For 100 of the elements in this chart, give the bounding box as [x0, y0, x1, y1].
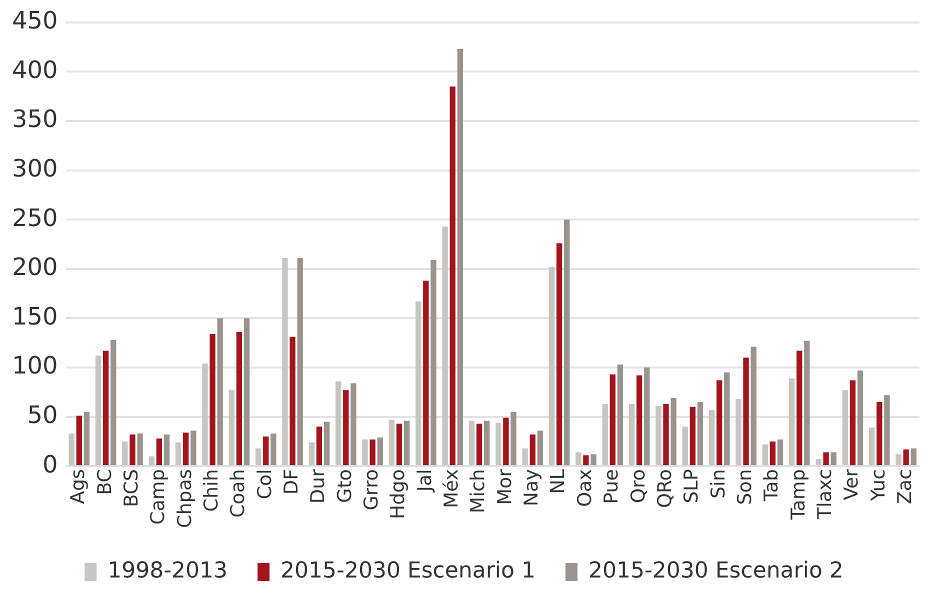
y-tick-label: 100 [12, 352, 58, 380]
bar [416, 301, 422, 466]
y-tick-label: 350 [12, 105, 58, 134]
bar [583, 455, 589, 466]
x-tick-label: Col [254, 469, 276, 500]
bar [388, 420, 395, 466]
bar [896, 454, 902, 466]
bar [644, 367, 650, 466]
bar [164, 434, 170, 466]
x-tick-label: Son [734, 469, 756, 505]
x-tick-label: Gto [334, 469, 356, 503]
x-tick-label: Tab [760, 469, 783, 502]
bar [343, 390, 349, 466]
bar [244, 318, 250, 466]
bar [590, 454, 596, 466]
x-tick-label: Ver [840, 468, 863, 500]
bar [830, 452, 836, 466]
bar [350, 383, 356, 466]
bar [903, 449, 909, 466]
bar [556, 243, 562, 466]
x-tick-label: Oax [574, 469, 596, 507]
bar [190, 430, 196, 466]
x-tick-label: SLP [680, 469, 703, 504]
x-tick-label: Sin [707, 469, 730, 498]
bar [503, 418, 509, 466]
bar [362, 439, 368, 466]
bar [148, 456, 154, 466]
bar [122, 441, 128, 466]
x-tick-label: BCS [120, 469, 142, 508]
bar [708, 410, 715, 466]
bar [175, 442, 182, 466]
bar [270, 434, 276, 466]
x-tick-label: NL [547, 468, 570, 494]
bar [484, 420, 490, 466]
bar [308, 442, 314, 466]
bar [724, 372, 730, 466]
legend-label: 1998-2013 [108, 558, 228, 584]
bar [430, 260, 436, 466]
bar [263, 436, 269, 466]
bar [336, 381, 342, 466]
x-tick-label: Tamp [787, 469, 810, 521]
x-tick-label: Hdgo [387, 469, 410, 520]
bar [457, 49, 463, 466]
bar [910, 448, 916, 466]
x-tick-label: Tlaxc [814, 469, 836, 520]
bar [290, 336, 296, 466]
bar [183, 432, 189, 466]
bar [548, 266, 555, 466]
bar [796, 350, 802, 466]
bar [255, 448, 262, 466]
bar [442, 226, 448, 466]
bar [202, 364, 208, 466]
x-tick-label: Nay [520, 469, 543, 506]
bar [663, 404, 669, 466]
bar [68, 434, 74, 466]
x-tick-label: DF [280, 469, 302, 495]
y-tick-label: 250 [12, 204, 58, 232]
bar [697, 402, 704, 466]
bar [736, 399, 742, 466]
bar [324, 422, 330, 466]
x-tick-label: Chih [200, 469, 222, 512]
bar [156, 438, 162, 466]
bar [610, 374, 616, 466]
bar [130, 434, 136, 466]
x-tick-label: Jal [414, 469, 436, 493]
x-tick-label: Mor [494, 468, 516, 505]
bar [377, 437, 383, 466]
bar [370, 439, 376, 466]
x-tick-label: Coah [227, 469, 250, 518]
bar [816, 459, 822, 466]
bar [316, 426, 322, 466]
bar [530, 434, 536, 466]
bar [468, 420, 475, 466]
x-tick-label: Grro [360, 469, 383, 510]
bar [628, 404, 635, 466]
y-tick-label: 450 [12, 6, 58, 35]
bar [788, 378, 795, 466]
bar [110, 340, 116, 466]
bar [282, 258, 288, 466]
bar [750, 346, 756, 466]
legend-label: 2015-2030 Escenario 2 [588, 558, 844, 584]
bar [84, 412, 90, 466]
bar [217, 318, 223, 466]
x-tick-label: Pue [600, 469, 623, 504]
bar [682, 426, 688, 466]
x-tick-label: QRo [654, 469, 676, 508]
x-tick-label: Chpas [174, 469, 196, 528]
bar [210, 334, 216, 466]
x-tick-label: Méx [440, 469, 463, 508]
bar [522, 448, 528, 466]
bar [95, 356, 102, 466]
bar [777, 439, 784, 466]
bar [423, 280, 429, 466]
x-tick-label: Camp [147, 469, 170, 525]
bar [564, 220, 570, 466]
legend-label: 2015-2030 Escenario 1 [280, 558, 536, 584]
y-tick-label: 300 [12, 154, 58, 183]
bar [137, 434, 143, 466]
x-tick-label: BC [94, 469, 116, 496]
bar [636, 375, 642, 466]
